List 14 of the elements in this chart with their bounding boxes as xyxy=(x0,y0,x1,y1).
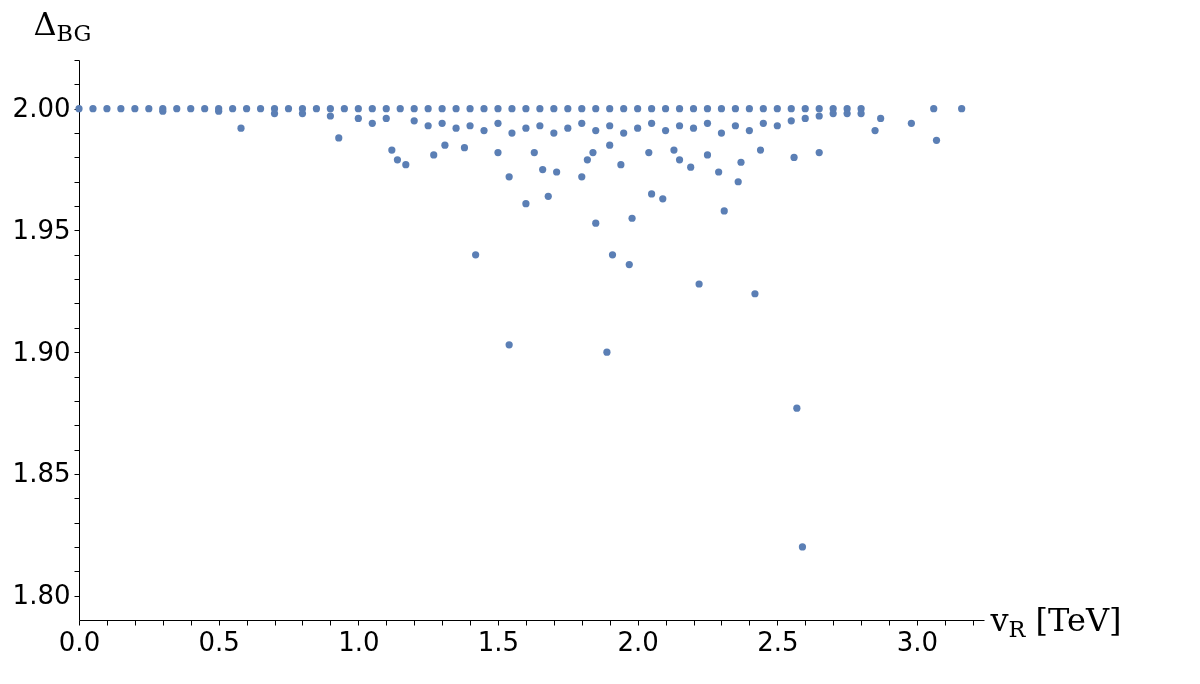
x-tick-label: 1.5 xyxy=(477,626,520,657)
x-tick-label: 2.0 xyxy=(617,626,659,657)
x-tick-label: 1.0 xyxy=(338,626,380,657)
y-tick-label: 1.80 xyxy=(12,580,71,611)
x-tick-label: 3.0 xyxy=(896,626,939,657)
y-tick-label: 2.00 xyxy=(12,93,71,124)
x-tick-label: 2.5 xyxy=(757,626,799,657)
y-tick-label: 1.90 xyxy=(12,336,71,367)
y-tick-label: 1.95 xyxy=(12,214,71,245)
x-tick-label: 0.5 xyxy=(198,626,240,657)
x-axis-title: v$_{R}$ [TeV] xyxy=(989,600,1122,641)
y-axis-title: Δ$_{BG}$ xyxy=(33,4,92,45)
x-tick-label: 0.0 xyxy=(58,626,101,657)
y-tick-label: 1.85 xyxy=(12,458,71,489)
